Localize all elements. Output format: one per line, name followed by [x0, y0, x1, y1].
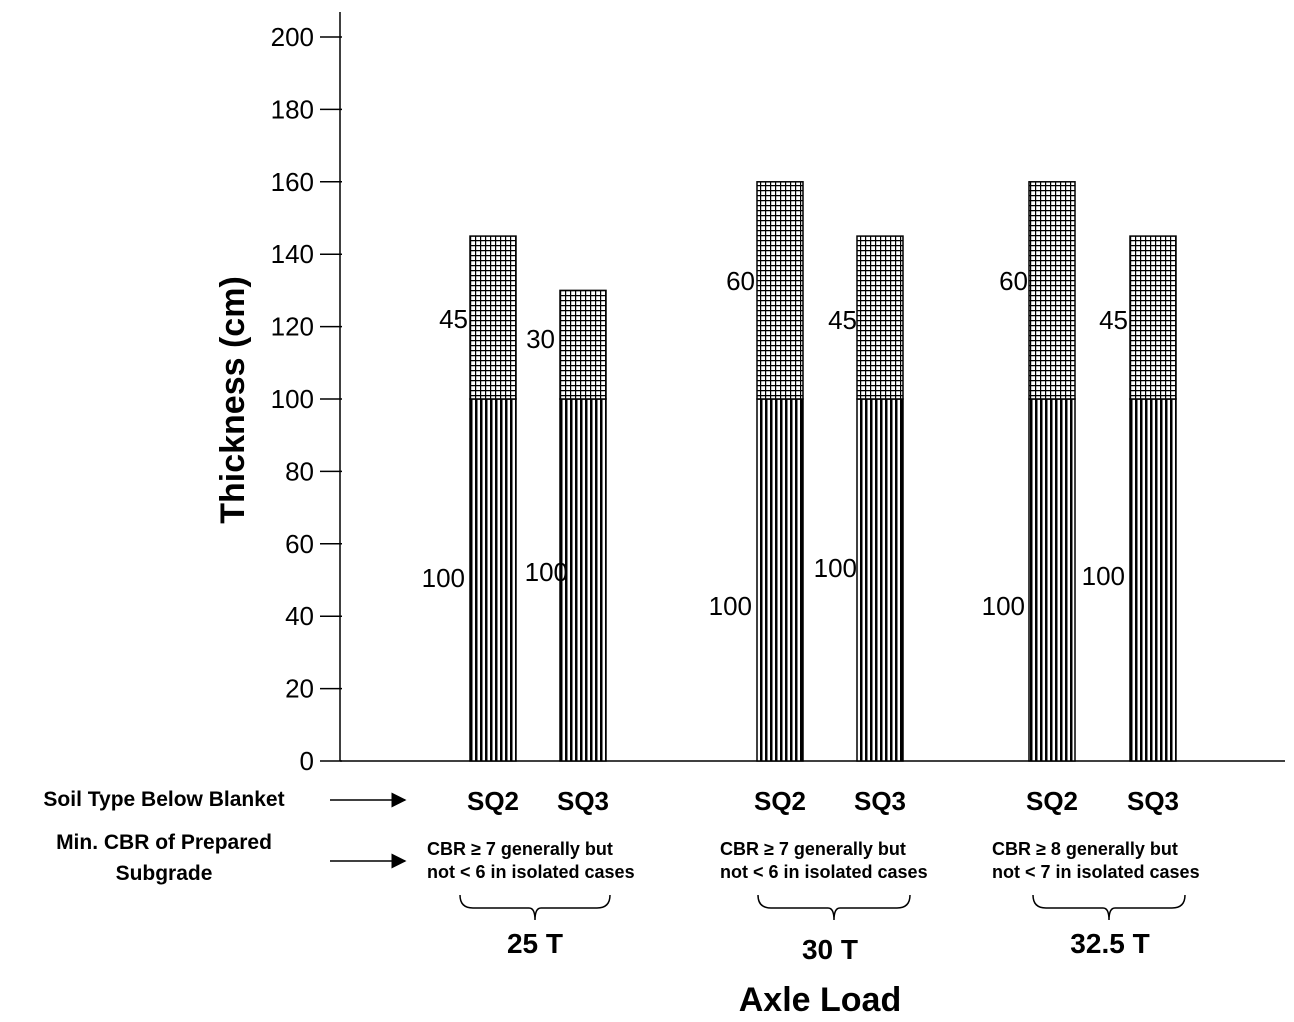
- y-tick-label: 80: [285, 456, 314, 486]
- y-tick-label: 160: [271, 167, 314, 197]
- soil-type-label: SQ2: [467, 786, 519, 816]
- cbr-row-label-line2: Subgrade: [116, 862, 213, 885]
- bar-segment-bottom: [1129, 398, 1177, 762]
- bar-top-value-label: 45: [1099, 305, 1128, 335]
- bar-segment-bottom: [856, 398, 904, 762]
- y-tick-label: 100: [271, 384, 314, 414]
- y-tick-label: 0: [300, 746, 314, 776]
- axle-load-label: 30 T: [802, 934, 858, 965]
- bar-top-value-label: 45: [439, 304, 468, 334]
- soil-type-row-label: Soil Type Below Blanket: [43, 788, 284, 811]
- soil-type-label: SQ3: [557, 786, 609, 816]
- x-axis-title: Axle Load: [739, 981, 901, 1017]
- y-tick-label: 200: [271, 22, 314, 52]
- cbr-text-line1: CBR ≥ 7 generally but: [427, 839, 613, 859]
- soil-type-label: SQ2: [754, 786, 806, 816]
- soil-type-label: SQ3: [1127, 786, 1179, 816]
- labels: 0 20 40 60 80 100 120 140 160 180 200 Thickness (cm…: [43, 22, 1200, 1019]
- soil-type-label: SQ2: [1026, 786, 1078, 816]
- bar-segment-bottom: [469, 398, 517, 762]
- y-tick-label: 120: [271, 312, 314, 342]
- cbr-text-line2: not < 6 in isolated cases: [720, 862, 928, 882]
- bar-bottom-value-label: 100: [422, 563, 465, 593]
- bar-segment-bottom: [1028, 398, 1076, 762]
- group-brace: [459, 894, 611, 921]
- y-tick-label: 140: [271, 239, 314, 269]
- cbr-text-line2: not < 6 in isolated cases: [427, 862, 635, 882]
- y-axis-title: Thickness (cm): [214, 276, 252, 524]
- bar-top-value-label: 45: [828, 305, 857, 335]
- y-tick-label: 180: [271, 94, 314, 124]
- bar-bottom-value-label: 100: [982, 591, 1025, 621]
- bar-top-value-label: 30: [526, 324, 555, 354]
- y-tick-label: 20: [285, 674, 314, 704]
- bar-bottom-value-label: 100: [709, 591, 752, 621]
- cbr-text-line1: CBR ≥ 8 generally but: [992, 839, 1178, 859]
- bars: [469, 181, 1177, 762]
- bar-top-value-label: 60: [726, 266, 755, 296]
- bar-segment-top: [559, 289, 607, 400]
- cbr-row-label-line1: Min. CBR of Prepared: [56, 831, 272, 854]
- axle-load-label: 32.5 T: [1070, 928, 1149, 959]
- y-tick-label: 40: [285, 601, 314, 631]
- y-tick-label: 60: [285, 529, 314, 559]
- bar-bottom-value-label: 100: [814, 553, 857, 583]
- bar-segment-top: [1129, 235, 1177, 400]
- soil-type-label: SQ3: [854, 786, 906, 816]
- group-brace: [1032, 894, 1186, 921]
- axle-load-label: 25 T: [507, 928, 563, 959]
- group-brace: [757, 894, 911, 921]
- cbr-text-line2: not < 7 in isolated cases: [992, 862, 1200, 882]
- bar-segment-top: [756, 181, 804, 400]
- bar-top-value-label: 60: [999, 266, 1028, 296]
- bar-bottom-value-label: 100: [525, 557, 568, 587]
- cbr-text-line1: CBR ≥ 7 generally but: [720, 839, 906, 859]
- bar-segment-top: [856, 235, 904, 400]
- bar-segment-top: [1028, 181, 1076, 400]
- bar-segment-bottom: [756, 398, 804, 762]
- bar-segment-top: [469, 235, 517, 400]
- bar-bottom-value-label: 100: [1082, 561, 1125, 591]
